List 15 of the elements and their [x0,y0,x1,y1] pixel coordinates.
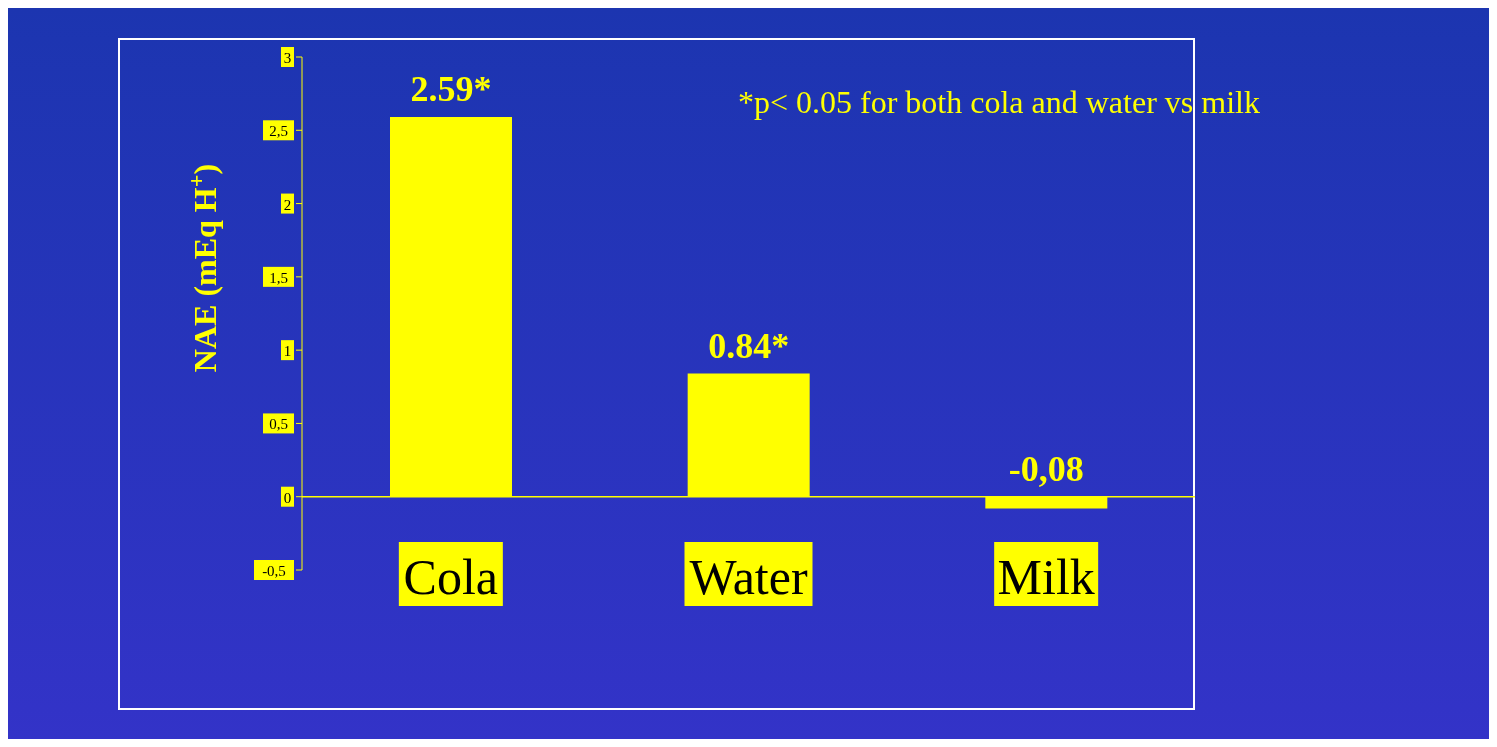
annotation: *p< 0.05 for both cola and water vs milk [738,84,1260,121]
data-label: 0.84* [708,325,790,366]
data-label: -0,08 [1008,448,1084,489]
y-tick-label: 0,5 [269,416,288,433]
y-tick-label: 1,5 [269,269,288,286]
x-tick-label: Milk [997,549,1095,605]
y-tick-label: -0,5 [262,563,286,579]
y-tick-label: 1 [283,343,292,360]
y-tick-label: 2 [283,196,292,213]
y-tick-label: 3 [283,50,292,66]
y-tick-label: 2,5 [269,123,288,140]
x-tick-label: Water [689,549,808,605]
x-tick-label: Cola [403,549,499,605]
y-tick-label: 0 [283,489,292,506]
data-label: 2.59* [410,69,492,110]
